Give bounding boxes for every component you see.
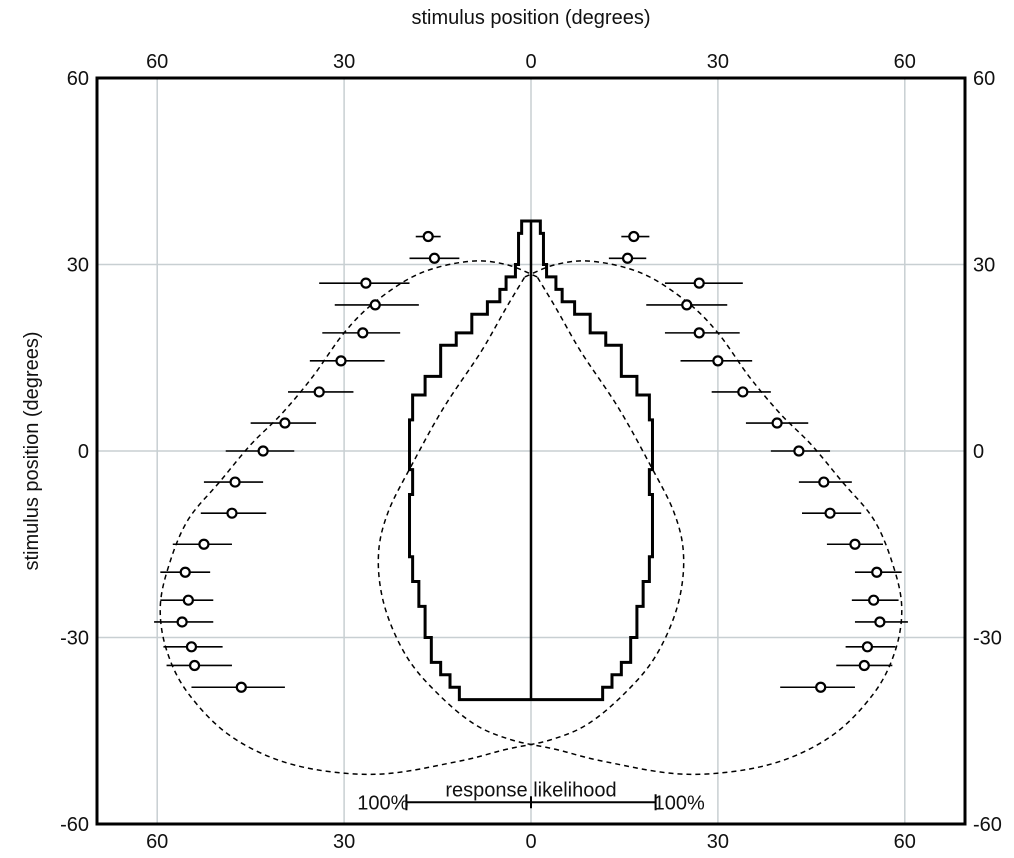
left-data-point [422, 230, 434, 243]
top-x-tick-label: 30 [333, 51, 355, 73]
bottom-x-tick-label: 30 [707, 831, 729, 853]
scale-bar: response likelihood 100% 100% [357, 779, 705, 814]
right-data-point [681, 299, 693, 311]
right-y-tick-label: -60 [973, 814, 1002, 836]
left-data-point [357, 327, 369, 339]
scale-bar-right-label: 100% [654, 792, 705, 814]
top-x-axis-title: stimulus position (degrees) [412, 7, 651, 29]
right-data-point [871, 566, 883, 578]
left-data-point [182, 594, 194, 606]
left-data-point [313, 386, 325, 398]
top-x-tick-label: 60 [894, 51, 916, 73]
dashed-curves [159, 260, 903, 776]
right-y-tick-label: 60 [973, 68, 995, 90]
right-data-point [868, 594, 880, 606]
right-data-point [737, 386, 749, 398]
right-data-point [771, 417, 783, 429]
bottom-x-tick-label: 30 [333, 831, 355, 853]
left-data-point [279, 417, 291, 429]
left-data-point [235, 681, 247, 693]
right-data-point [628, 230, 640, 243]
right-data-point [818, 476, 830, 488]
right-data-point [861, 641, 874, 653]
tick-labels: 60 60 30 30 0 0 30 30 60 60 -60 -60 -30 -30 0 0 30 30 60 60 [60, 51, 1002, 853]
right-data-point [712, 355, 724, 367]
top-x-tick-label: 0 [525, 51, 536, 73]
y-axis-title: stimulus position (degrees) [21, 332, 43, 571]
top-x-tick-label: 30 [707, 51, 729, 73]
plot-frame [95, 76, 967, 826]
data-points [154, 230, 908, 693]
right-data-point [793, 445, 805, 457]
right-y-tick-label: 0 [973, 441, 984, 463]
left-data-point [229, 476, 241, 488]
left-y-tick-label: 0 [78, 441, 89, 463]
scale-bar-left-label: 100% [357, 792, 408, 814]
left-data-point [428, 252, 441, 264]
left-data-point [179, 566, 191, 578]
response-profile [408, 219, 654, 702]
right-data-point [693, 327, 705, 339]
left-y-tick-label: 30 [67, 254, 89, 276]
right-y-tick-label: -30 [973, 628, 1002, 650]
left-data-point [185, 641, 198, 653]
right-data-point [815, 681, 827, 693]
left-y-tick-label: 60 [67, 68, 89, 90]
left-data-point [226, 507, 238, 519]
right-data-point [858, 659, 870, 672]
right-data-point [621, 252, 634, 264]
left-data-point [257, 445, 269, 457]
top-x-tick-label: 60 [146, 51, 168, 73]
bottom-x-tick-label: 60 [894, 831, 916, 853]
right-data-point [824, 507, 836, 519]
bottom-x-tick-label: 0 [525, 831, 536, 853]
left-y-tick-label: -60 [60, 814, 89, 836]
left-data-point [188, 659, 201, 672]
dashed-curve-left [159, 260, 685, 776]
left-data-point [369, 299, 381, 311]
right-data-point [874, 616, 886, 628]
left-y-tick-label: -30 [60, 628, 89, 650]
dashed-curve-right [377, 260, 903, 776]
right-data-point [849, 538, 861, 550]
right-data-point [693, 277, 705, 289]
bottom-x-tick-label: 60 [146, 831, 168, 853]
left-data-point [198, 538, 210, 550]
left-data-point [176, 616, 188, 628]
left-data-point [335, 355, 347, 367]
left-data-point [360, 277, 372, 289]
scale-bar-label: response likelihood [445, 779, 616, 801]
right-y-tick-label: 30 [973, 254, 995, 276]
